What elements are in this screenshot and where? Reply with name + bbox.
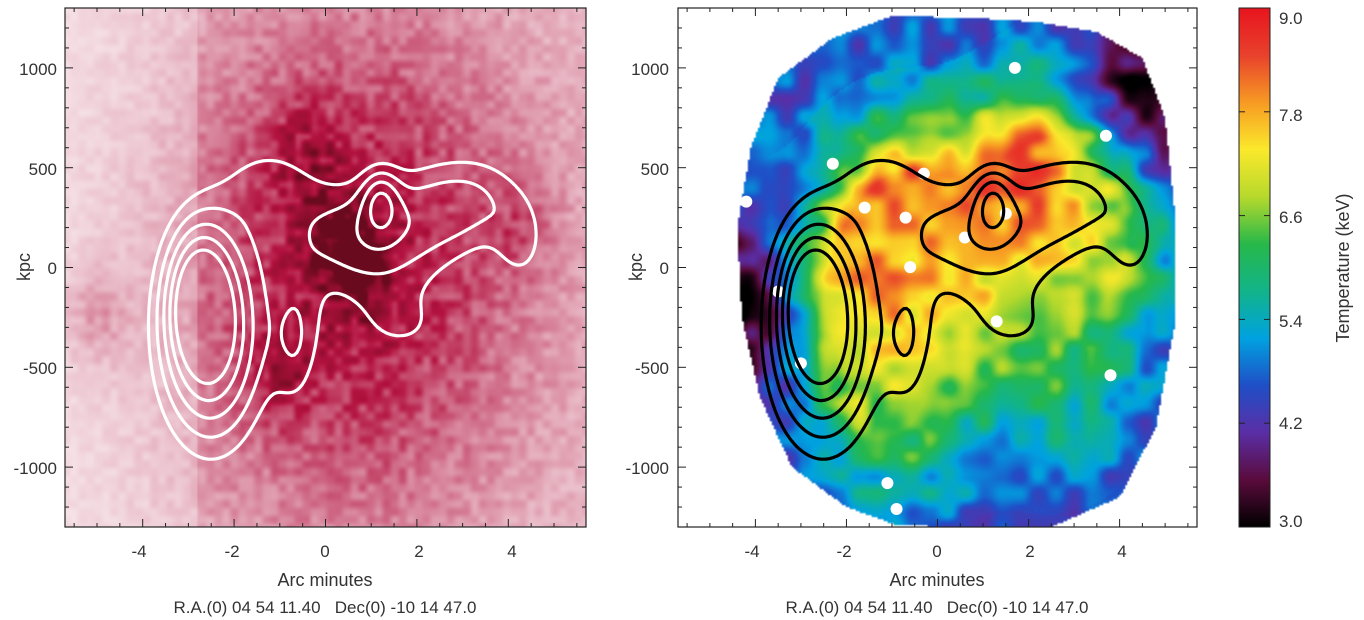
right-panel: -4 -2 0 2 4 1000 500 0 -500 -1000 Arc mi… <box>626 7 1198 617</box>
right-ytick-label: 500 <box>641 160 669 179</box>
contour-line <box>168 191 394 403</box>
colorbar-tick-label: 7.8 <box>1279 106 1303 125</box>
point-source-mask <box>858 201 871 214</box>
colorbar: 9.0 7.8 6.6 5.4 4.2 3.0 Temperature (keV… <box>1238 7 1353 531</box>
contour-line <box>162 180 411 420</box>
point-source-mask <box>958 231 971 244</box>
left-coordinates-caption: R.A.(0) 04 54 11.40 Dec(0) -10 14 47.0 <box>173 598 476 617</box>
contour-line <box>774 180 1023 420</box>
contour-line <box>146 158 538 461</box>
colorbar-tick-label: 5.4 <box>1279 312 1303 331</box>
contour-line <box>786 248 850 386</box>
contour-line <box>155 171 496 439</box>
point-source-mask <box>826 157 839 170</box>
left-ytick-label: -500 <box>23 359 57 378</box>
colorbar-tick-label: 6.6 <box>1279 208 1303 227</box>
left-ytick-label: -1000 <box>14 459 57 478</box>
right-temperature-map <box>678 8 1197 527</box>
right-coordinates-caption: R.A.(0) 04 54 11.40 Dec(0) -10 14 47.0 <box>785 598 1088 617</box>
left-xtick-label: 0 <box>320 542 329 561</box>
point-source-mask <box>740 195 753 208</box>
left-xtick-label: -4 <box>131 542 146 561</box>
point-source-mask <box>990 315 1003 328</box>
colorbar-title: Temperature (keV) <box>1333 193 1353 342</box>
right-ytick-label: 0 <box>660 259 669 278</box>
right-ytick-label: -500 <box>635 359 669 378</box>
right-ytick-label: 1000 <box>631 60 669 79</box>
contour-line <box>768 171 1108 439</box>
point-source-mask <box>899 211 912 224</box>
right-xtick-label: 4 <box>1117 542 1126 561</box>
colorbar-tick-label: 9.0 <box>1279 9 1303 28</box>
point-source-mask <box>904 261 917 274</box>
right-xtick-label: 2 <box>1025 542 1034 561</box>
point-source-mask <box>1008 61 1021 74</box>
right-xtick-label: -4 <box>744 542 759 561</box>
right-xtick-label: -2 <box>836 542 851 561</box>
colorbar-frame <box>1238 7 1271 528</box>
left-xtick-label: -2 <box>224 542 239 561</box>
point-source-mask <box>890 503 903 516</box>
left-surface-brightness-map <box>65 8 586 527</box>
point-source-mask <box>1104 369 1117 382</box>
colorbar-tick-label: 3.0 <box>1279 512 1303 531</box>
left-panel: -4 -2 0 2 4 1000 500 0 -500 -1000 Arc mi… <box>14 7 587 617</box>
left-ytick-label: 500 <box>29 160 57 179</box>
contour-line <box>174 248 237 386</box>
left-ytick-label: 0 <box>48 259 57 278</box>
left-x-axis-title: Arc minutes <box>277 570 372 590</box>
right-y-axis-title: kpc <box>626 253 646 281</box>
right-xtick-label: 0 <box>932 542 941 561</box>
colorbar-gradient <box>1239 8 1270 527</box>
left-y-axis-title: kpc <box>14 253 34 281</box>
left-ytick-label: 1000 <box>19 60 57 79</box>
point-source-mask <box>881 477 894 490</box>
right-contours <box>759 158 1149 461</box>
colorbar-ticks <box>1239 7 1270 528</box>
point-source-mask <box>1099 129 1112 142</box>
left-xtick-label: 2 <box>414 542 423 561</box>
right-ticks <box>678 8 1197 527</box>
left-contours <box>146 158 538 461</box>
left-xtick-label: 4 <box>507 542 516 561</box>
contour-line <box>780 191 1006 403</box>
right-ytick-label: -1000 <box>626 459 669 478</box>
left-ticks <box>65 8 586 527</box>
colorbar-tick-label: 4.2 <box>1279 414 1303 433</box>
right-x-axis-title: Arc minutes <box>889 570 984 590</box>
contour-line <box>759 158 1149 461</box>
